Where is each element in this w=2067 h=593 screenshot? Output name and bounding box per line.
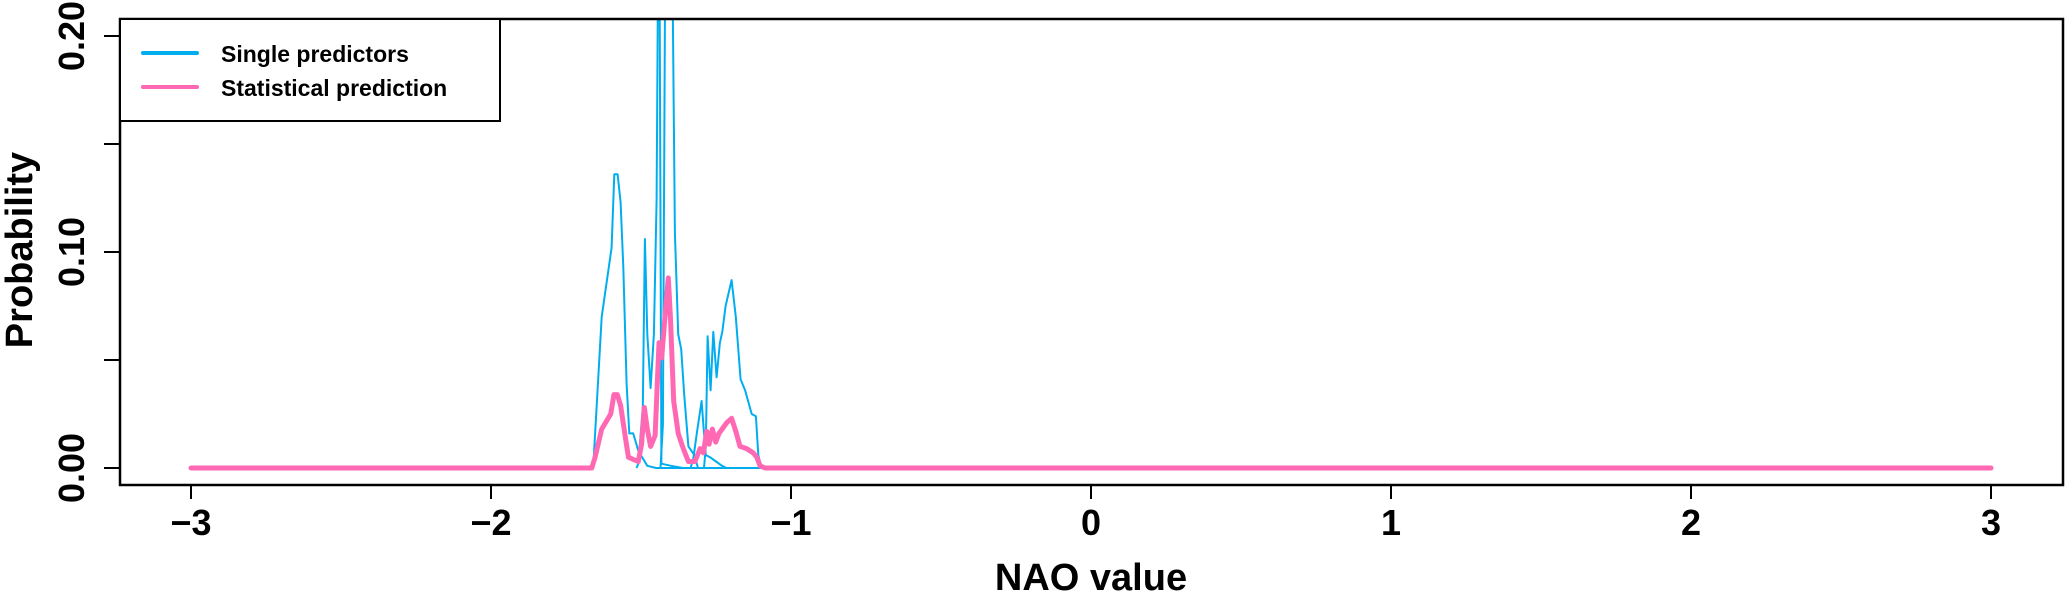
statistical-prediction-curve bbox=[188, 275, 1994, 471]
single-predictor-curve-5 bbox=[703, 279, 763, 469]
x-tick-label: 2 bbox=[1681, 502, 1701, 543]
legend-label-statistical-prediction: Statistical prediction bbox=[221, 75, 447, 101]
x-axis: −3 −2 −1 0 1 2 3 bbox=[170, 484, 2001, 543]
x-tick-label: −3 bbox=[170, 502, 211, 543]
plot-curves bbox=[188, 19, 1994, 471]
y-axis: 0.00 0.10 0.20 bbox=[51, 1, 121, 503]
legend: Single predictors Statistical prediction bbox=[119, 18, 501, 122]
y-tick-label: 0.00 bbox=[51, 433, 92, 503]
y-tick-label: 0.10 bbox=[51, 217, 92, 287]
x-axis-title: NAO value bbox=[995, 557, 1187, 593]
single-predictor-curve-3 bbox=[659, 19, 699, 469]
legend-box bbox=[119, 18, 501, 122]
x-tick-label: 1 bbox=[1381, 502, 1401, 543]
x-tick-label: 0 bbox=[1081, 502, 1101, 543]
y-axis-title: Probability bbox=[0, 152, 41, 348]
single-predictor-curve-1 bbox=[590, 173, 761, 469]
legend-label-single-predictors: Single predictors bbox=[221, 41, 409, 67]
x-tick-label: 3 bbox=[1981, 502, 2001, 543]
x-tick-label: −2 bbox=[470, 502, 511, 543]
y-tick-label: 0.20 bbox=[51, 1, 92, 71]
x-tick-label: −1 bbox=[770, 502, 811, 543]
